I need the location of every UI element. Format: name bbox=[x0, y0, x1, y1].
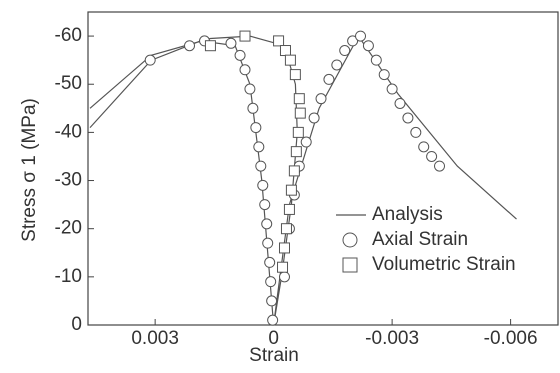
axial-point bbox=[244, 83, 256, 95]
axial-point bbox=[239, 64, 251, 76]
axial-point bbox=[370, 54, 382, 66]
volumetric-point bbox=[290, 146, 302, 158]
volumetric-point bbox=[204, 40, 216, 52]
axial-point bbox=[331, 59, 343, 71]
x-tick-label: -0.003 bbox=[365, 328, 419, 349]
volumetric-point bbox=[284, 54, 296, 66]
axial-point bbox=[378, 69, 390, 81]
volumetric-point bbox=[288, 165, 300, 177]
volumetric-point bbox=[279, 45, 291, 57]
axial-point bbox=[410, 126, 422, 138]
legend-label: Volumetric Strain bbox=[372, 254, 516, 275]
x-tick-label: 0.003 bbox=[131, 328, 179, 349]
y-tick-label: -40 bbox=[55, 121, 82, 142]
axial-point bbox=[308, 112, 320, 124]
y-tick-label: -10 bbox=[55, 266, 82, 287]
volumetric-point bbox=[292, 126, 304, 138]
axial-point bbox=[261, 218, 273, 230]
legend-square bbox=[342, 257, 358, 273]
legend-label: Analysis bbox=[372, 204, 443, 225]
axial-point bbox=[264, 256, 276, 268]
axial-point bbox=[418, 141, 430, 153]
axial-point bbox=[323, 73, 335, 85]
y-tick-label: 0 bbox=[71, 314, 82, 335]
x-tick-label: 0 bbox=[268, 328, 279, 349]
y-tick-label: -50 bbox=[55, 73, 82, 94]
axial-point bbox=[257, 179, 269, 191]
legend-label: Axial Strain bbox=[372, 229, 468, 250]
axial-point bbox=[247, 102, 259, 114]
axial-point bbox=[355, 30, 367, 42]
axial-point bbox=[402, 112, 414, 124]
axial-point bbox=[394, 97, 406, 109]
volumetric-point bbox=[294, 107, 306, 119]
volumetric-point bbox=[277, 261, 289, 273]
y-tick-label: -60 bbox=[55, 25, 82, 46]
axial-point bbox=[362, 40, 374, 52]
axial-point bbox=[234, 49, 246, 61]
axial-point bbox=[250, 122, 262, 134]
axial-point bbox=[266, 295, 278, 307]
axial-point bbox=[300, 136, 312, 148]
analysis-line bbox=[89, 34, 517, 326]
volumetric-point bbox=[285, 184, 297, 196]
axial-point bbox=[386, 83, 398, 95]
axial-point bbox=[278, 271, 290, 283]
volumetric-point bbox=[278, 242, 290, 254]
y-axis-label: Stress σ 1 (MPa) bbox=[19, 98, 40, 242]
y-tick-label: -20 bbox=[55, 218, 82, 239]
axial-point bbox=[225, 37, 237, 49]
axial-point bbox=[262, 237, 274, 249]
volumetric-point bbox=[273, 35, 285, 47]
axial-point bbox=[315, 93, 327, 105]
axial-point bbox=[255, 160, 267, 172]
volumetric-point bbox=[293, 93, 305, 105]
axial-point bbox=[265, 276, 277, 288]
plot-frame bbox=[87, 11, 559, 326]
axial-point bbox=[259, 199, 271, 211]
x-tick-label: -0.006 bbox=[484, 328, 538, 349]
axial-point bbox=[339, 45, 351, 57]
volumetric-point bbox=[280, 223, 292, 235]
x-axis-label: Strain bbox=[249, 345, 299, 366]
axial-point bbox=[434, 160, 446, 172]
volumetric-point bbox=[283, 203, 295, 215]
y-tick-label: -30 bbox=[55, 170, 82, 191]
axial-point bbox=[347, 35, 359, 47]
axial-point bbox=[184, 40, 196, 52]
legend-circle bbox=[342, 232, 358, 248]
axial-point bbox=[144, 54, 156, 66]
axial-point bbox=[267, 314, 279, 326]
axial-point bbox=[426, 150, 438, 162]
volumetric-point bbox=[289, 69, 301, 81]
volumetric-point bbox=[239, 30, 251, 42]
axial-point bbox=[253, 141, 265, 153]
